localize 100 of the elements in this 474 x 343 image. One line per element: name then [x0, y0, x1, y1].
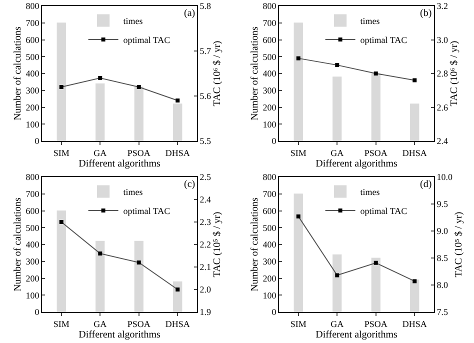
bar: [294, 194, 303, 312]
x-tick-label: PSOA: [364, 318, 388, 329]
bar: [332, 254, 342, 312]
legend-label: optimal TAC: [123, 35, 170, 46]
y2-tick-label: 8.0: [436, 280, 449, 290]
y-tick-label: 700: [26, 18, 40, 28]
y2-tick-label: 2.4: [200, 194, 212, 205]
legend-label: optimal TAC: [360, 35, 408, 46]
y2-tick-label: 2.4: [436, 136, 449, 146]
x-tick-label: DHSA: [402, 148, 428, 158]
x-tick-label: GA: [330, 148, 344, 158]
y-tick-label: 100: [262, 290, 277, 300]
y-tick-label: 500: [26, 222, 40, 233]
y-tick-label: 0: [34, 136, 40, 146]
y-tick-label: 800: [262, 172, 277, 182]
bar: [56, 22, 66, 141]
x-tick-label: DHSA: [165, 318, 190, 329]
y2-tick-label: 7.5: [436, 307, 449, 318]
y2-axis-title: TAC (10⁶ $ / yr): [212, 40, 224, 106]
bar: [371, 258, 380, 312]
annotation: (b): [420, 8, 432, 19]
y-tick-label: 500: [26, 52, 40, 62]
y-tick-label: 400: [262, 68, 277, 79]
y-tick-label: 0: [34, 307, 40, 318]
x-tick-label: DHSA: [165, 148, 190, 158]
x-axis-title: Different algorithms: [316, 158, 398, 170]
y-tick-label: 200: [26, 273, 40, 284]
y2-tick-label: 2.2: [200, 240, 212, 250]
y2-tick-label: 8.5: [436, 253, 449, 264]
x-axis-title: Different algorithms: [78, 158, 160, 170]
y-tick-label: 600: [262, 34, 277, 45]
y2-tick-label: 2.8: [436, 68, 449, 79]
x-tick-label: PSOA: [364, 148, 388, 158]
y-tick-label: 800: [26, 172, 40, 182]
y2-tick-label: 3.2: [436, 1, 448, 12]
y-tick-label: 400: [262, 240, 277, 250]
legend-label: optimal TAC: [123, 206, 170, 216]
legend-label: times: [360, 16, 380, 26]
y-tick-label: 700: [262, 189, 277, 200]
y2-tick-label: 5.5: [200, 136, 212, 146]
y-tick-label: 300: [262, 86, 277, 96]
y-tick-label: 600: [26, 34, 40, 45]
y-tick-label: 0: [272, 136, 277, 146]
bar: [56, 210, 66, 312]
legend-label: optimal TAC: [360, 206, 408, 216]
bar: [173, 104, 182, 141]
y2-tick-label: 2.0: [200, 284, 212, 295]
y2-tick-label: 2.5: [200, 172, 212, 182]
y2-tick-label: 2.3: [200, 217, 212, 228]
annotation: (a): [184, 8, 196, 19]
y2-tick-label: 2.6: [436, 102, 449, 112]
y2-tick-label: 2.1: [200, 262, 212, 272]
x-tick-label: SIM: [53, 318, 70, 329]
legend-label: times: [360, 187, 380, 198]
y-tick-label: 200: [262, 102, 277, 112]
legend-label: times: [123, 16, 144, 26]
x-tick-label: GA: [94, 148, 108, 158]
x-tick-label: DHSA: [402, 318, 428, 329]
y-tick-label: 200: [262, 273, 277, 284]
y-tick-label: 100: [26, 290, 40, 300]
y-tick-label: 100: [262, 119, 277, 130]
y-axis-title: Number of calculations: [250, 197, 261, 292]
y-tick-label: 0: [272, 307, 277, 318]
bar: [410, 280, 420, 312]
y-tick-label: 400: [26, 240, 40, 250]
bar: [410, 104, 420, 141]
bar: [96, 240, 105, 312]
y2-tick-label: 10.0: [436, 172, 454, 182]
y2-tick-label: 3.0: [436, 34, 449, 45]
bar: [371, 73, 380, 141]
y-axis-title: Number of calculations: [12, 26, 24, 120]
y-tick-label: 300: [262, 256, 277, 267]
x-tick-label: GA: [330, 318, 344, 329]
y2-axis-title: TAC (10⁶ $ / yr): [449, 40, 460, 106]
y-tick-label: 600: [262, 206, 277, 216]
y2-tick-label: 5.6: [200, 91, 212, 102]
bar: [134, 86, 144, 141]
y-tick-label: 600: [26, 206, 40, 216]
x-axis-title: Different algorithms: [78, 329, 160, 340]
x-tick-label: GA: [94, 318, 108, 329]
bar: [173, 281, 182, 312]
y-tick-label: 700: [26, 189, 40, 200]
x-tick-label: SIM: [53, 148, 70, 158]
x-tick-label: SIM: [290, 148, 306, 158]
y-tick-label: 800: [262, 1, 277, 12]
bar: [294, 22, 303, 141]
y-tick-label: 400: [26, 68, 40, 79]
y2-tick-label: 5.8: [200, 1, 212, 12]
x-tick-label: PSOA: [127, 318, 151, 329]
x-tick-label: PSOA: [127, 148, 151, 158]
y2-axis-title: TAC (10⁵ $ / yr): [454, 212, 465, 278]
y-tick-label: 800: [26, 1, 40, 12]
y2-tick-label: 1.9: [200, 307, 212, 318]
legend-label: times: [123, 187, 144, 198]
annotation: (d): [420, 179, 432, 190]
y-axis-title: Number of calculations: [12, 197, 24, 292]
x-tick-label: SIM: [290, 318, 306, 329]
bar: [96, 83, 105, 141]
bar: [332, 76, 342, 141]
y-tick-label: 500: [262, 222, 277, 233]
